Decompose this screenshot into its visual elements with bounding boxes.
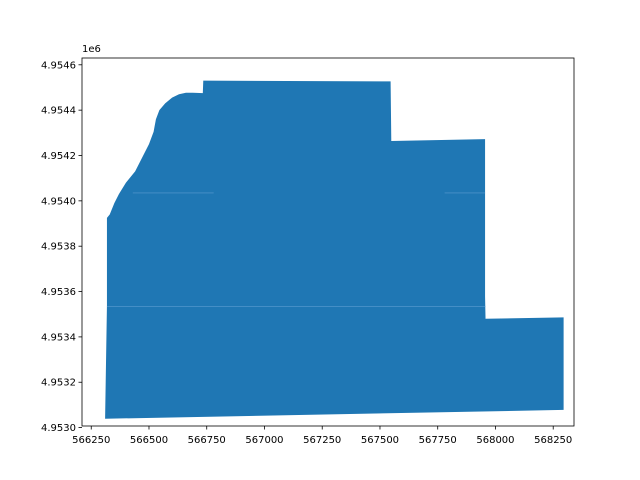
y-tick-label: 4.9540 <box>41 196 76 207</box>
plot-area <box>105 80 564 419</box>
y-tick-label: 4.9542 <box>41 151 76 162</box>
y-tick-label: 4.9546 <box>41 60 76 71</box>
x-tick-label: 566250 <box>72 435 110 446</box>
axes-frame <box>81 57 575 427</box>
x-axis: 566250 566500 566750 567000 567250 567500 5677… <box>72 426 572 446</box>
y-tick-label: 4.9530 <box>41 423 76 434</box>
y-offset-label: 1e6 <box>82 44 101 55</box>
y-tick-label: 4.9536 <box>41 287 76 298</box>
y-tick-label: 4.9544 <box>41 106 76 117</box>
x-tick-label: 567250 <box>303 435 341 446</box>
x-tick-label: 567000 <box>245 435 283 446</box>
y-tick-label: 4.9532 <box>41 378 76 389</box>
x-tick-label: 567750 <box>419 435 457 446</box>
y-tick-label: 4.9534 <box>41 332 76 343</box>
x-tick-label: 567500 <box>361 435 399 446</box>
polygon-shape-0 <box>105 80 564 419</box>
y-axis: 4.9530 4.9532 4.9534 4.9536 4.9538 4.9540 4.95… <box>41 60 82 434</box>
x-tick-label: 568000 <box>476 435 514 446</box>
x-tick-label: 566750 <box>188 435 226 446</box>
x-tick-label: 566500 <box>130 435 168 446</box>
y-tick-label: 4.9538 <box>41 242 76 253</box>
x-tick-label: 568250 <box>534 435 572 446</box>
